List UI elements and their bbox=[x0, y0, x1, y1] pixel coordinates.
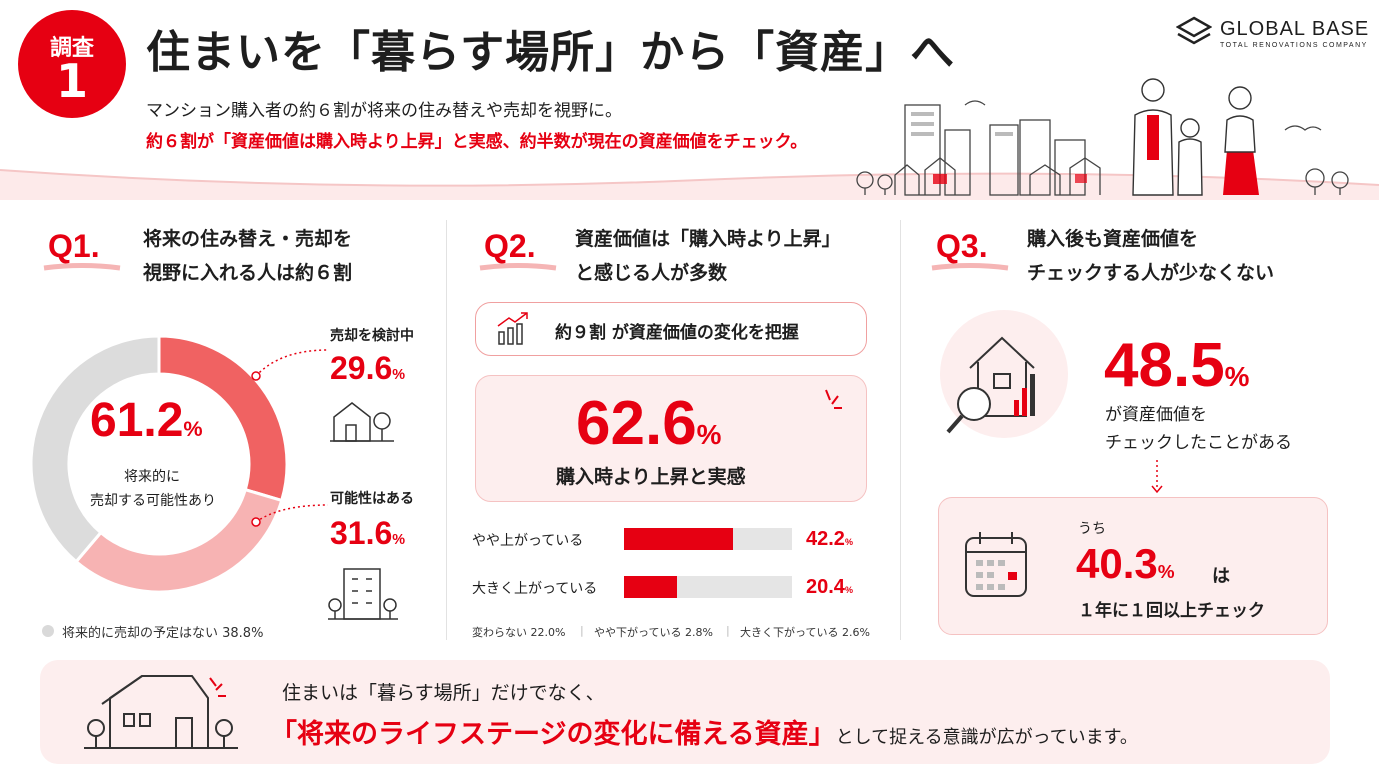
q1-underline bbox=[43, 263, 121, 271]
q3-box-number: 40.3 bbox=[1076, 540, 1158, 587]
q2-big-number: 62.6 bbox=[576, 389, 697, 458]
q1-title-line1: 将来の住み替え・売却を bbox=[143, 228, 353, 250]
q1-center-caption-2: 売却する可能性あり bbox=[90, 493, 216, 509]
q1-seg1-label: 売却を検討中 bbox=[330, 328, 414, 344]
logo-tagline: TOTAL RENOVATIONS COMPANY bbox=[1220, 42, 1368, 49]
house-icon bbox=[330, 402, 394, 442]
q2-row1-number: 42.2 bbox=[806, 528, 845, 550]
q1-seg2-label: 可能性はある bbox=[330, 491, 414, 507]
calendar-icon bbox=[965, 532, 1027, 597]
q2-big-card bbox=[475, 375, 867, 502]
q2-note-sep: | bbox=[726, 624, 730, 637]
q3-box-value: 40.3% bbox=[1076, 540, 1175, 588]
q2-row2-value: 20.4% bbox=[806, 576, 853, 599]
q3-big-value: 48.5% bbox=[1104, 330, 1249, 401]
q2-label: Q2. bbox=[484, 228, 536, 264]
q3-title-line2: チェックする人が少なくない bbox=[1027, 262, 1275, 284]
q2-big-unit: % bbox=[696, 419, 722, 450]
q2-title-line2: と感じる人が多数 bbox=[575, 262, 728, 284]
arrow-down-icon bbox=[1151, 460, 1163, 494]
q3-box-unit: % bbox=[1157, 562, 1175, 583]
q1-center-caption-1: 将来的に bbox=[124, 469, 180, 485]
q1-seg1-unit: % bbox=[392, 367, 406, 383]
q3-caption-2: チェックしたことがある bbox=[1105, 433, 1292, 453]
q1-seg2-unit: % bbox=[392, 532, 406, 548]
q2-big-caption: 購入時より上昇と実感 bbox=[556, 466, 746, 488]
q1-label: Q1. bbox=[48, 228, 100, 264]
q1-seg1-number: 29.6 bbox=[330, 350, 393, 386]
q2-underline bbox=[479, 263, 557, 271]
q2-row1-label: やや上がっている bbox=[472, 533, 584, 549]
q2-title-line1: 資産価値は「購入時より上昇」 bbox=[575, 228, 841, 250]
q1-center-value: 61.2% bbox=[90, 393, 203, 448]
q1-seg1-value: 29.6% bbox=[330, 350, 405, 387]
q1-title-line2: 視野に入れる人は約６割 bbox=[143, 262, 353, 284]
footer-line2-rest: として捉える意識が広がっています。 bbox=[835, 727, 1138, 748]
q2-row1-bar bbox=[624, 528, 734, 550]
footer-house-icon bbox=[84, 675, 238, 749]
q3-big-unit: % bbox=[1224, 361, 1250, 392]
q3-box-post: は bbox=[1212, 566, 1230, 587]
logo-name: GLOBAL BASE bbox=[1220, 18, 1370, 40]
q2-row1-unit: % bbox=[844, 537, 853, 547]
q2-row2-unit: % bbox=[844, 585, 853, 595]
q2-row2-label: 大きく上がっている bbox=[472, 581, 598, 597]
q3-box-caption: １年に１回以上チェック bbox=[1078, 601, 1265, 621]
q1-seg2-value: 31.6% bbox=[330, 515, 405, 552]
q3-label: Q3. bbox=[936, 228, 988, 264]
q2-big-value: 62.6% bbox=[576, 388, 721, 459]
q3-box-pre: うち bbox=[1078, 521, 1106, 537]
q2-pill-text: 約９割 が資産価値の変化を把握 bbox=[555, 323, 799, 343]
page-title: 住まいを「暮らす場所」から「資産」へ bbox=[146, 27, 956, 78]
city-family-illustration bbox=[856, 78, 1349, 196]
q1-center-number: 61.2 bbox=[90, 394, 184, 447]
apartment-icon bbox=[328, 568, 398, 620]
house-search-icon bbox=[946, 336, 1035, 434]
q1-donut-chart bbox=[29, 334, 289, 594]
column-divider bbox=[900, 220, 901, 640]
q2-row1-value: 42.2% bbox=[806, 528, 853, 551]
q1-seg2-number: 31.6 bbox=[330, 515, 393, 551]
q2-note-2: やや下がっている 2.8% bbox=[594, 626, 713, 639]
badge-number: 1 bbox=[55, 54, 88, 108]
q1-leader-lines bbox=[251, 349, 329, 527]
legend-dot bbox=[42, 625, 54, 637]
column-divider bbox=[446, 220, 447, 640]
subtitle-line1: マンション購入者の約６割が将来の住み替えや売却を視野に。 bbox=[146, 101, 622, 121]
q2-row2-bar bbox=[624, 576, 677, 598]
subtitle-line2: 約６割が「資産価値は購入時より上昇」と実感、約半数が現在の資産価値をチェック。 bbox=[146, 132, 808, 152]
survey-badge: 調査 1 bbox=[18, 10, 126, 118]
donut-slice-none bbox=[29, 334, 161, 564]
footer-line2: 「将来のライフステージの変化に備える資産」として捉える意識が広がっています。 bbox=[270, 712, 1138, 751]
q2-pill bbox=[475, 302, 867, 356]
q3-caption-1: が資産価値を bbox=[1105, 405, 1207, 425]
q1-center-unit: % bbox=[183, 416, 203, 441]
q3-title-line1: 購入後も資産価値を bbox=[1027, 228, 1199, 250]
logo-icon bbox=[1176, 16, 1212, 45]
q2-note-sep: | bbox=[580, 624, 584, 637]
q2-note-3: 大きく下がっている 2.6% bbox=[740, 626, 870, 639]
q3-underline bbox=[931, 263, 1009, 271]
q1-legend-none: 将来的に売却の予定はない 38.8% bbox=[62, 626, 264, 641]
q2-note-1: 変わらない 22.0% bbox=[472, 626, 566, 639]
badge-label: 調査 bbox=[49, 36, 94, 61]
footer-line2-emphasis: 「将来のライフステージの変化に備える資産」 bbox=[270, 719, 836, 750]
trend-up-icon bbox=[497, 312, 528, 345]
footer-banner bbox=[40, 660, 1330, 764]
spark-icon bbox=[825, 389, 842, 409]
q2-row2-number: 20.4 bbox=[806, 576, 845, 598]
q3-big-number: 48.5 bbox=[1104, 331, 1225, 400]
footer-line1: 住まいは「暮らす場所」だけでなく、 bbox=[282, 682, 605, 704]
